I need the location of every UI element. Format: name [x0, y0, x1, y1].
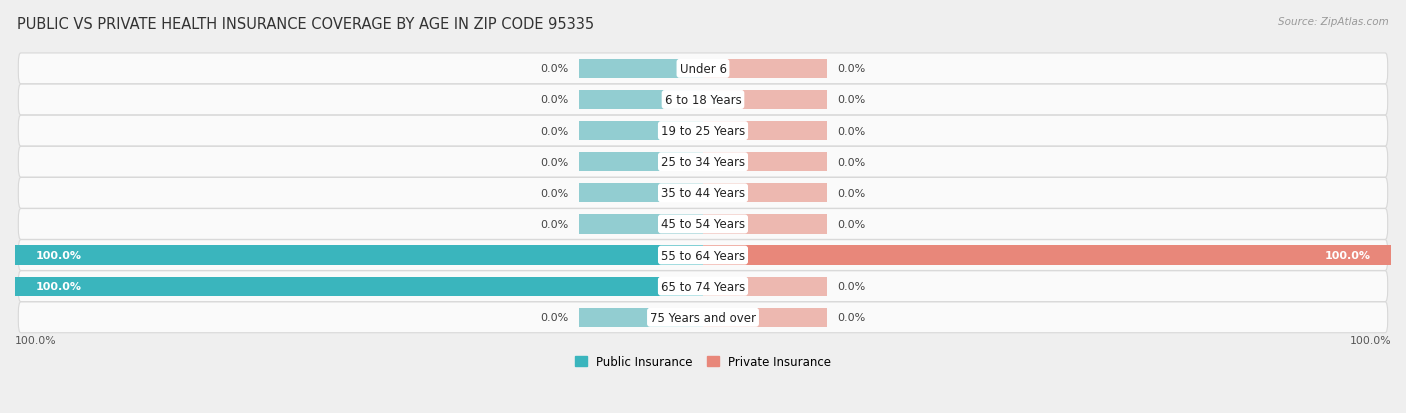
Bar: [703, 308, 827, 327]
Bar: [579, 122, 703, 141]
Text: 100.0%: 100.0%: [35, 282, 82, 292]
Bar: [703, 122, 827, 141]
Text: 6 to 18 Years: 6 to 18 Years: [665, 94, 741, 107]
Text: 0.0%: 0.0%: [837, 157, 866, 167]
Text: 19 to 25 Years: 19 to 25 Years: [661, 125, 745, 138]
Text: 65 to 74 Years: 65 to 74 Years: [661, 280, 745, 293]
Bar: [703, 215, 827, 234]
Bar: [703, 59, 827, 79]
Bar: [703, 277, 827, 296]
Text: 0.0%: 0.0%: [837, 95, 866, 105]
Bar: [703, 153, 827, 172]
Legend: Public Insurance, Private Insurance: Public Insurance, Private Insurance: [575, 355, 831, 368]
Bar: [579, 59, 703, 79]
Text: 0.0%: 0.0%: [837, 188, 866, 198]
Text: 35 to 44 Years: 35 to 44 Years: [661, 187, 745, 200]
Text: 100.0%: 100.0%: [35, 250, 82, 261]
Bar: [579, 184, 703, 203]
Text: 0.0%: 0.0%: [540, 157, 569, 167]
Bar: [579, 153, 703, 172]
FancyBboxPatch shape: [18, 54, 1388, 85]
Text: 0.0%: 0.0%: [540, 126, 569, 136]
Bar: [703, 90, 827, 110]
FancyBboxPatch shape: [18, 178, 1388, 209]
FancyBboxPatch shape: [18, 271, 1388, 302]
Text: 0.0%: 0.0%: [540, 95, 569, 105]
Text: 25 to 34 Years: 25 to 34 Years: [661, 156, 745, 169]
Bar: [15, 277, 703, 296]
Text: 0.0%: 0.0%: [540, 64, 569, 74]
Bar: [579, 308, 703, 327]
FancyBboxPatch shape: [18, 209, 1388, 240]
Text: 0.0%: 0.0%: [540, 188, 569, 198]
Text: Under 6: Under 6: [679, 63, 727, 76]
Text: 0.0%: 0.0%: [837, 126, 866, 136]
Text: 75 Years and over: 75 Years and over: [650, 311, 756, 324]
Text: 0.0%: 0.0%: [837, 219, 866, 229]
Text: 45 to 54 Years: 45 to 54 Years: [661, 218, 745, 231]
Bar: [579, 215, 703, 234]
FancyBboxPatch shape: [18, 116, 1388, 147]
Text: 100.0%: 100.0%: [15, 335, 56, 345]
FancyBboxPatch shape: [18, 147, 1388, 178]
Text: 0.0%: 0.0%: [540, 219, 569, 229]
Bar: [703, 246, 1391, 265]
Bar: [15, 246, 703, 265]
Text: 0.0%: 0.0%: [837, 64, 866, 74]
Text: 55 to 64 Years: 55 to 64 Years: [661, 249, 745, 262]
Text: Source: ZipAtlas.com: Source: ZipAtlas.com: [1278, 17, 1389, 26]
Text: 100.0%: 100.0%: [1350, 335, 1391, 345]
Text: 0.0%: 0.0%: [837, 282, 866, 292]
Bar: [703, 184, 827, 203]
FancyBboxPatch shape: [18, 85, 1388, 116]
Text: 0.0%: 0.0%: [540, 313, 569, 323]
Bar: [579, 90, 703, 110]
Text: 100.0%: 100.0%: [1324, 250, 1371, 261]
Text: 0.0%: 0.0%: [837, 313, 866, 323]
FancyBboxPatch shape: [18, 240, 1388, 271]
Text: PUBLIC VS PRIVATE HEALTH INSURANCE COVERAGE BY AGE IN ZIP CODE 95335: PUBLIC VS PRIVATE HEALTH INSURANCE COVER…: [17, 17, 593, 31]
FancyBboxPatch shape: [18, 302, 1388, 333]
